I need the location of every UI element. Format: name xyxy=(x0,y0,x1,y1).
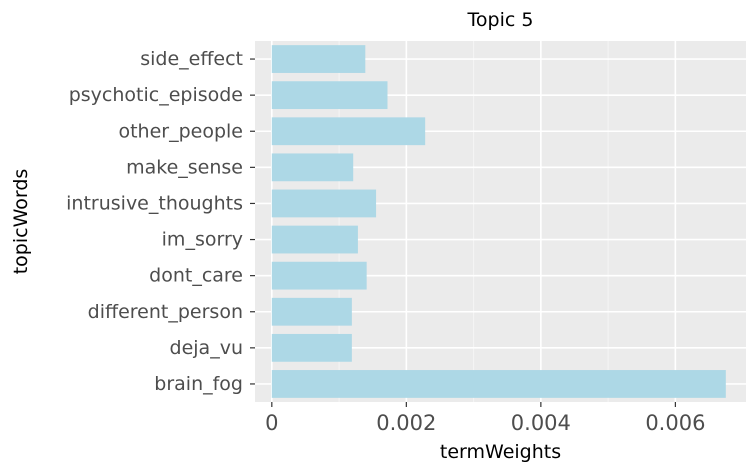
y-tick-label: psychotic_episode xyxy=(69,84,243,106)
y-tick-label: side_effect xyxy=(140,48,243,70)
y-tick-label: different_person xyxy=(88,301,243,323)
y-axis-title: topicWords xyxy=(10,169,32,275)
chart-title: Topic 5 xyxy=(467,9,534,31)
y-tick-label: intrusive_thoughts xyxy=(66,192,243,214)
bar-brain-fog xyxy=(271,370,726,398)
y-tick-label: make_sense xyxy=(126,156,243,178)
y-tick-label: deja_vu xyxy=(170,337,243,359)
y-tick-label: im_sorry xyxy=(162,229,243,251)
y-axis: side_effect psychotic_episode other_people… xyxy=(66,48,255,395)
x-tick-label: 0.004 xyxy=(511,411,571,435)
bar-im-sorry xyxy=(271,225,358,254)
y-tick-label: brain_fog xyxy=(154,373,243,395)
bars xyxy=(271,45,726,398)
bar-deja-vu xyxy=(271,333,352,362)
y-tick-label: other_people xyxy=(118,120,243,142)
bar-make-sense xyxy=(271,153,354,182)
bar-psychotic-episode xyxy=(271,81,388,110)
bar-intrusive-thoughts xyxy=(271,189,377,218)
bar-dont-care xyxy=(271,261,367,290)
x-axis-title: termWeights xyxy=(440,441,561,463)
bar-different-person xyxy=(271,297,352,326)
x-tick-label: 0 xyxy=(265,411,278,435)
x-tick-label: 0.006 xyxy=(645,411,705,435)
y-tick-label: dont_care xyxy=(149,265,243,287)
bar-other-people xyxy=(271,117,426,146)
x-axis: 0 0.002 0.004 0.006 xyxy=(265,402,705,435)
x-tick-label: 0.002 xyxy=(376,411,436,435)
bar-side-effect xyxy=(271,45,366,73)
